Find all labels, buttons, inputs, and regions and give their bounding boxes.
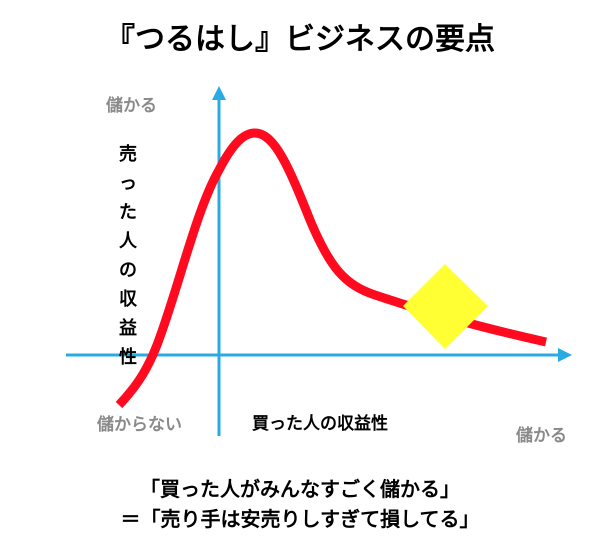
x-axis-label: 買った人の収益性 xyxy=(252,414,388,434)
diagram-title: 『つるはし』ビジネスの要点 xyxy=(105,22,495,57)
profit-curve xyxy=(115,128,547,409)
y-axis-label: 売った人の収益性 xyxy=(119,144,137,368)
x-axis-arrow-icon xyxy=(558,348,572,362)
x-axis-left-label: 儲からない xyxy=(97,415,182,435)
conclusion-line-2: ＝「売り手は安売りしすぎて損してる」 xyxy=(120,507,480,531)
y-axis-top-label: 儲かる xyxy=(106,96,157,116)
x-axis-right-label: 儲かる xyxy=(516,426,567,446)
conclusion-line-1: 「買った人がみんなすごく儲かる」 xyxy=(140,477,460,501)
diamond-marker-icon xyxy=(403,264,488,349)
conclusion-text: 「買った人がみんなすごく儲かる」 ＝「売り手は安売りしすぎて損してる」 xyxy=(0,474,600,534)
y-axis-arrow-icon xyxy=(212,86,226,100)
